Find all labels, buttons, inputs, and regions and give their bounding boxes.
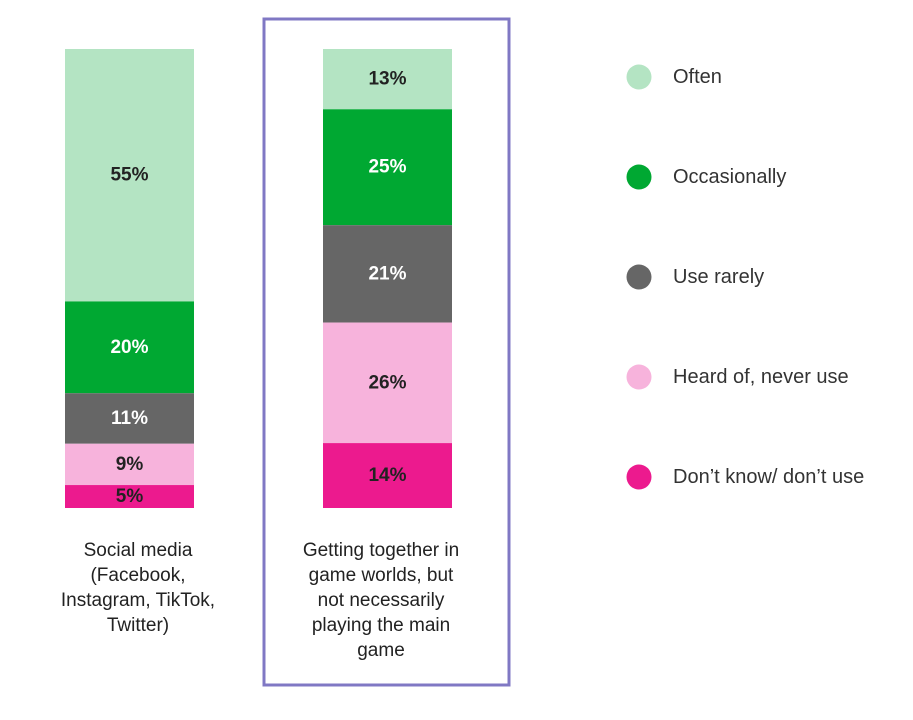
bar-segment-often-2 (323, 49, 452, 110)
category-label-1: Social media (Facebook, Instagram, TikTok,… (61, 540, 215, 636)
bar-segment-heard-of-never-use-1 (65, 443, 194, 486)
category-label-line: not necessarily (318, 590, 445, 611)
bar-segment-heard-of-never-use-2 (323, 322, 452, 444)
legend-label-often: Often (673, 66, 722, 88)
data-label-don-t-know-don-t-use-1: 5% (116, 486, 144, 507)
legend-swatch-occasionally (626, 164, 652, 190)
bar-segment-occasionally-2 (323, 109, 452, 226)
category-label-line: game (357, 640, 405, 661)
legend-swatch-don-t-know-don-t-use (626, 464, 652, 490)
bar-segment-use-rarely-1 (65, 393, 194, 444)
legend-label-heard-of-never-use: Heard of, never use (673, 366, 849, 388)
legend-swatch-often (626, 64, 652, 90)
legend: Often Occasionally Use rarely Heard of, nev… (626, 64, 864, 490)
category-label-line: playing the main (312, 615, 450, 636)
bar-segment-don-t-know-don-t-use-1 (65, 485, 194, 508)
category-label-line: game worlds, but (309, 565, 454, 586)
legend-label-occasionally: Occasionally (673, 166, 786, 188)
category-label-line: Getting together in (303, 540, 459, 561)
bar-segment-use-rarely-2 (323, 225, 452, 323)
category-label-line: (Facebook, (90, 565, 185, 586)
data-label-heard-of-never-use-2: 26% (368, 372, 406, 393)
legend-swatch-use-rarely (626, 264, 652, 290)
category-labels: Social media (Facebook, Instagram, TikTok,… (61, 540, 459, 661)
bar-segment-don-t-know-don-t-use-2 (323, 443, 452, 508)
data-label-don-t-know-don-t-use-2: 14% (368, 465, 406, 486)
category-label-line: Twitter) (107, 615, 169, 636)
data-label-often-1: 55% (110, 165, 148, 186)
data-label-occasionally-2: 25% (368, 157, 406, 178)
data-label-use-rarely-1: 11% (111, 408, 148, 429)
bar-segment-often-1 (65, 49, 194, 302)
category-label-line: Instagram, TikTok, (61, 590, 215, 611)
legend-label-use-rarely: Use rarely (673, 266, 764, 288)
data-label-often-2: 13% (368, 69, 406, 90)
data-label-use-rarely-2: 21% (368, 263, 406, 284)
data-label-heard-of-never-use-1: 9% (116, 454, 144, 475)
legend-label-don-t-know-don-t-use: Don’t know/ don’t use (673, 466, 864, 488)
category-label-2: Getting together in game worlds, but not n… (303, 540, 459, 661)
data-label-occasionally-1: 20% (110, 337, 148, 358)
bars-group: 55% 20% 11% 9% 5% 13% 25% 21% 26% 14% (65, 49, 452, 508)
highlight-frame (262, 17, 511, 687)
category-label-line: Social media (84, 540, 193, 561)
bar-segment-occasionally-1 (65, 301, 194, 394)
legend-swatch-heard-of-never-use (626, 364, 652, 390)
